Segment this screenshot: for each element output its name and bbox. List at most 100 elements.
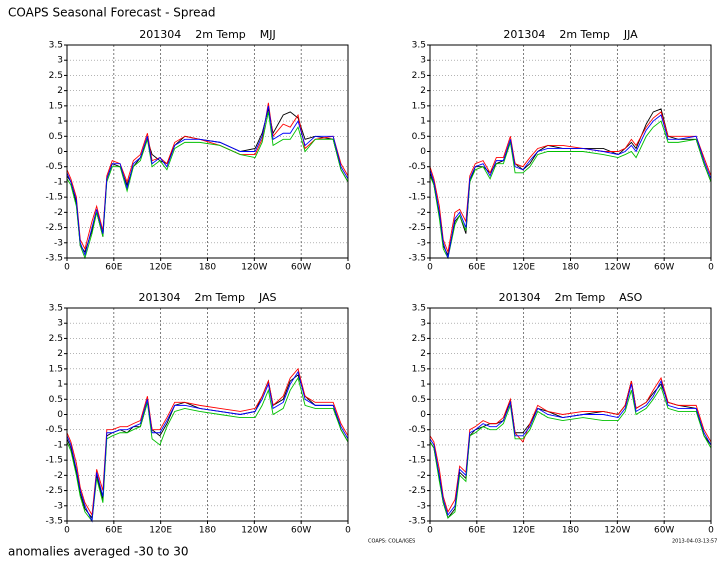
y-tick-label: 0 [57,410,63,420]
panel: 201304 2m Temp ASO -3.5 -3 -2.5 -2 -1.5 -1 -0.5… [408,291,714,536]
panel-title: 201304 2m Temp JAS [138,291,276,304]
y-tick-label: -2.5 [408,486,426,496]
y-tick-label: 2.5 [412,71,426,81]
x-tick-label: 60W [654,526,674,536]
x-tick-label: 60E [105,526,122,536]
x-tick-label: 60E [105,263,122,273]
x-tick-label: 0 [427,526,433,536]
y-tick-label: 2 [57,86,63,96]
y-tick-label: 1.5 [412,364,426,374]
ensemble-line [429,386,712,519]
plot-frame [429,44,712,259]
x-tick-label: 120E [149,526,172,536]
y-tick-label: 1 [420,380,426,390]
y-tick-label: -2 [54,471,63,481]
x-tick-label: 60W [654,263,674,273]
x-tick-label: 0 [64,526,70,536]
y-tick-label: 3.5 [49,41,63,51]
x-tick-label: 120W [241,263,267,273]
panel-title: 201304 2m Temp JJA [503,28,638,41]
y-tick-label: 3 [420,319,426,329]
x-tick-label: 60E [468,526,485,536]
y-tick-label: 1.5 [412,101,426,111]
y-tick-label: 2.5 [49,334,63,344]
x-tick-label: 0 [708,526,714,536]
x-tick-label: 120W [241,526,267,536]
y-tick-label: -0.5 [45,425,63,435]
y-tick-label: -0.5 [408,162,426,172]
y-tick-label: -1 [54,440,63,450]
y-tick-label: -0.5 [408,425,426,435]
ensemble-line [429,120,712,260]
credit: COAPS: COLA/IGES [368,539,415,545]
page-title: COAPS Seasonal Forecast - Spread [8,6,216,20]
y-tick-label: -1.5 [408,456,426,466]
y-tick-label: -2 [417,471,426,481]
y-tick-label: -1 [417,177,426,187]
y-tick-label: -2 [417,208,426,218]
x-tick-label: 180 [562,263,579,273]
y-tick-label: -2.5 [408,223,426,233]
y-tick-label: -0.5 [45,162,63,172]
y-tick-label: 3 [57,319,63,329]
panel: 201304 2m Temp MJJ -3.5 -3 -2.5 -2 -1.5 -1 -0.5… [45,28,351,273]
y-tick-label: 3 [57,56,63,66]
x-tick-label: 120E [512,263,535,273]
y-tick-label: 1 [57,380,63,390]
y-tick-label: 0.5 [49,132,63,142]
y-tick-label: -2 [54,208,63,218]
x-tick-label: 0 [64,263,70,273]
ensemble-line [429,376,712,513]
y-tick-label: 0.5 [412,132,426,142]
y-tick-label: -1.5 [45,456,63,466]
ensemble-line [429,108,712,257]
y-tick-label: -2.5 [45,223,63,233]
y-tick-label: -1 [417,440,426,450]
y-tick-label: -3.5 [408,254,426,264]
y-tick-label: -1.5 [408,193,426,203]
y-tick-label: 2 [57,349,63,359]
y-tick-label: 3.5 [49,304,63,314]
ensemble-line [66,111,349,260]
y-tick-label: 1 [420,117,426,127]
x-tick-label: 120W [604,263,630,273]
ensemble-line [429,114,712,259]
y-tick-label: 3.5 [412,41,426,51]
y-tick-label: 2 [420,86,426,96]
y-tick-label: -3 [54,238,63,248]
x-tick-label: 60W [291,526,311,536]
x-tick-label: 60E [468,263,485,273]
x-tick-label: 0 [708,263,714,273]
footnote: anomalies averaged -30 to 30 [8,545,189,559]
plot-frame [429,307,712,522]
y-tick-label: 1.5 [49,364,63,374]
y-tick-label: -3 [417,501,426,511]
x-tick-label: 60W [291,263,311,273]
x-tick-label: 120W [604,526,630,536]
ensemble-line [429,379,712,516]
y-tick-label: 3.5 [412,304,426,314]
y-tick-label: -2.5 [45,486,63,496]
y-tick-label: 2.5 [49,71,63,81]
y-tick-label: 0 [420,147,426,157]
plot-frame [66,307,349,522]
x-tick-label: 180 [562,526,579,536]
y-tick-label: 0.5 [412,395,426,405]
ensemble-line [66,102,349,251]
x-tick-label: 120E [512,526,535,536]
panel-title: 201304 2m Temp MJJ [139,28,275,41]
x-tick-label: 120E [149,263,172,273]
y-tick-label: 1.5 [49,101,63,111]
y-tick-label: -3 [54,501,63,511]
ensemble-line [429,111,712,254]
panel: 201304 2m Temp JJA -3.5 -3 -2.5 -2 -1.5 -1 -0.5… [408,28,714,273]
y-tick-label: -3.5 [408,517,426,527]
ensemble-line [66,370,349,523]
panel-title: 201304 2m Temp ASO [499,291,643,304]
x-tick-label: 180 [199,526,216,536]
y-tick-label: 0 [420,410,426,420]
x-tick-label: 0 [345,526,351,536]
timestamp: 2013-04-03-13:57 [672,539,717,545]
y-tick-label: 2.5 [412,334,426,344]
